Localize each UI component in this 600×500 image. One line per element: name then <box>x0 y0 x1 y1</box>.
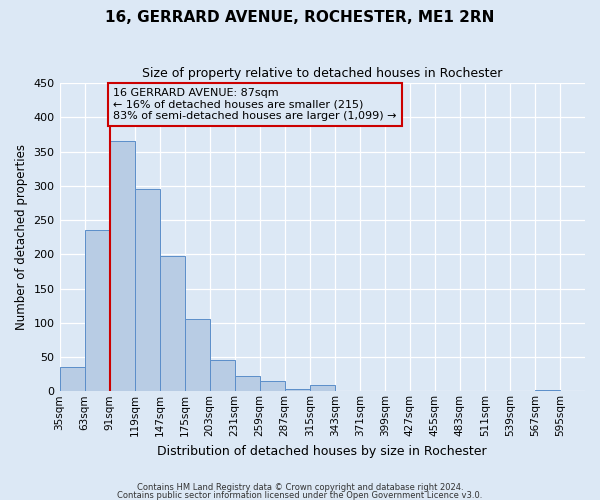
Y-axis label: Number of detached properties: Number of detached properties <box>15 144 28 330</box>
Bar <box>285 389 310 392</box>
Bar <box>110 140 134 392</box>
Title: Size of property relative to detached houses in Rochester: Size of property relative to detached ho… <box>142 68 502 80</box>
Bar <box>535 390 560 392</box>
Text: 16 GERRARD AVENUE: 87sqm
← 16% of detached houses are smaller (215)
83% of semi-: 16 GERRARD AVENUE: 87sqm ← 16% of detach… <box>113 88 397 121</box>
Text: Contains public sector information licensed under the Open Government Licence v3: Contains public sector information licen… <box>118 490 482 500</box>
X-axis label: Distribution of detached houses by size in Rochester: Distribution of detached houses by size … <box>157 444 487 458</box>
Bar <box>160 256 185 392</box>
Bar <box>335 390 360 392</box>
Bar <box>59 368 85 392</box>
Bar <box>85 230 110 392</box>
Bar <box>310 385 335 392</box>
Text: Contains HM Land Registry data © Crown copyright and database right 2024.: Contains HM Land Registry data © Crown c… <box>137 484 463 492</box>
Bar <box>209 360 235 392</box>
Bar <box>185 320 209 392</box>
Bar <box>260 381 285 392</box>
Text: 16, GERRARD AVENUE, ROCHESTER, ME1 2RN: 16, GERRARD AVENUE, ROCHESTER, ME1 2RN <box>106 10 494 25</box>
Bar <box>134 189 160 392</box>
Bar <box>235 376 260 392</box>
